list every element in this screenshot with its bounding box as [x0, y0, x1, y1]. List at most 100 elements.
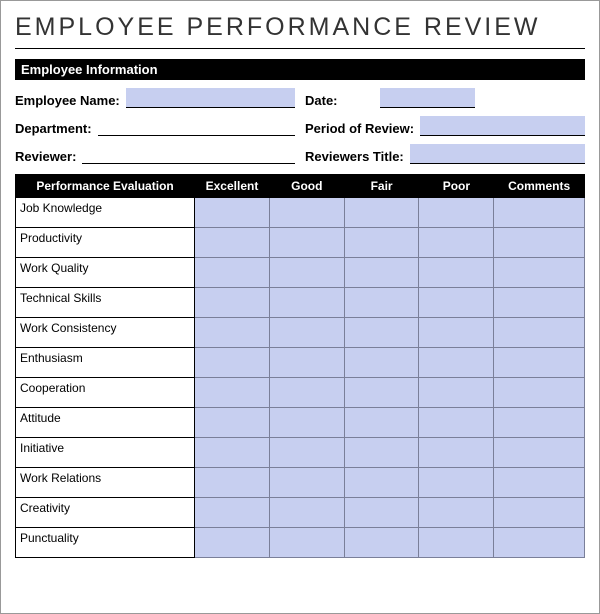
- rating-cell[interactable]: [344, 378, 419, 408]
- page-title: EMPLOYEE PERFORMANCE REVIEW: [15, 13, 585, 49]
- department-label: Department:: [15, 121, 98, 136]
- criteria-label: Punctuality: [16, 528, 195, 558]
- rating-cell[interactable]: [195, 348, 270, 378]
- table-row: Enthusiasm: [16, 348, 585, 378]
- criteria-label: Cooperation: [16, 378, 195, 408]
- rating-cell[interactable]: [419, 438, 494, 468]
- comments-cell[interactable]: [494, 288, 585, 318]
- employee-info-grid: Employee Name: Date: Department: Period …: [15, 88, 585, 164]
- rating-cell[interactable]: [269, 408, 344, 438]
- rating-cell[interactable]: [419, 498, 494, 528]
- rating-cell[interactable]: [419, 288, 494, 318]
- criteria-label: Attitude: [16, 408, 195, 438]
- rating-cell[interactable]: [344, 318, 419, 348]
- rating-cell[interactable]: [419, 318, 494, 348]
- period-label: Period of Review:: [305, 121, 420, 136]
- reviewers-title-field[interactable]: [410, 144, 585, 164]
- table-row: Productivity: [16, 228, 585, 258]
- table-row: Job Knowledge: [16, 198, 585, 228]
- comments-cell[interactable]: [494, 258, 585, 288]
- rating-cell[interactable]: [195, 378, 270, 408]
- table-row: Creativity: [16, 498, 585, 528]
- rating-cell[interactable]: [419, 348, 494, 378]
- comments-cell[interactable]: [494, 198, 585, 228]
- criteria-label: Work Consistency: [16, 318, 195, 348]
- employee-info-header: Employee Information: [15, 59, 585, 80]
- comments-cell[interactable]: [494, 228, 585, 258]
- employee-name-label: Employee Name:: [15, 93, 126, 108]
- rating-cell[interactable]: [344, 498, 419, 528]
- rating-cell[interactable]: [344, 228, 419, 258]
- rating-cell[interactable]: [195, 438, 270, 468]
- rating-cell[interactable]: [419, 378, 494, 408]
- rating-cell[interactable]: [344, 258, 419, 288]
- col-header-poor: Poor: [419, 175, 494, 198]
- rating-cell[interactable]: [419, 258, 494, 288]
- criteria-label: Enthusiasm: [16, 348, 195, 378]
- reviewer-label: Reviewer:: [15, 149, 82, 164]
- rating-cell[interactable]: [419, 408, 494, 438]
- table-row: Work Consistency: [16, 318, 585, 348]
- rating-cell[interactable]: [195, 408, 270, 438]
- criteria-label: Creativity: [16, 498, 195, 528]
- employee-name-field[interactable]: [126, 88, 295, 108]
- rating-cell[interactable]: [419, 198, 494, 228]
- rating-cell[interactable]: [269, 378, 344, 408]
- rating-cell[interactable]: [419, 468, 494, 498]
- reviewer-field[interactable]: [82, 144, 295, 164]
- rating-cell[interactable]: [269, 228, 344, 258]
- performance-table: Performance Evaluation Excellent Good Fa…: [15, 174, 585, 558]
- criteria-label: Technical Skills: [16, 288, 195, 318]
- rating-cell[interactable]: [269, 348, 344, 378]
- rating-cell[interactable]: [269, 288, 344, 318]
- rating-cell[interactable]: [344, 468, 419, 498]
- rating-cell[interactable]: [344, 408, 419, 438]
- rating-cell[interactable]: [344, 198, 419, 228]
- rating-cell[interactable]: [269, 198, 344, 228]
- comments-cell[interactable]: [494, 498, 585, 528]
- criteria-label: Productivity: [16, 228, 195, 258]
- rating-cell[interactable]: [269, 318, 344, 348]
- reviewers-title-label: Reviewers Title:: [305, 149, 410, 164]
- rating-cell[interactable]: [269, 438, 344, 468]
- rating-cell[interactable]: [344, 348, 419, 378]
- rating-cell[interactable]: [419, 528, 494, 558]
- rating-cell[interactable]: [344, 438, 419, 468]
- department-field[interactable]: [98, 116, 295, 136]
- criteria-label: Work Relations: [16, 468, 195, 498]
- rating-cell[interactable]: [195, 318, 270, 348]
- rating-cell[interactable]: [344, 288, 419, 318]
- comments-cell[interactable]: [494, 378, 585, 408]
- col-header-fair: Fair: [344, 175, 419, 198]
- criteria-label: Job Knowledge: [16, 198, 195, 228]
- comments-cell[interactable]: [494, 528, 585, 558]
- table-row: Work Relations: [16, 468, 585, 498]
- criteria-label: Initiative: [16, 438, 195, 468]
- table-row: Attitude: [16, 408, 585, 438]
- rating-cell[interactable]: [195, 228, 270, 258]
- rating-cell[interactable]: [269, 498, 344, 528]
- rating-cell[interactable]: [195, 528, 270, 558]
- rating-cell[interactable]: [195, 288, 270, 318]
- col-header-good: Good: [269, 175, 344, 198]
- rating-cell[interactable]: [195, 498, 270, 528]
- rating-cell[interactable]: [195, 258, 270, 288]
- rating-cell[interactable]: [195, 198, 270, 228]
- table-row: Initiative: [16, 438, 585, 468]
- rating-cell[interactable]: [269, 528, 344, 558]
- date-field[interactable]: [380, 88, 475, 108]
- comments-cell[interactable]: [494, 348, 585, 378]
- rating-cell[interactable]: [269, 468, 344, 498]
- comments-cell[interactable]: [494, 468, 585, 498]
- rating-cell[interactable]: [269, 258, 344, 288]
- col-header-comments: Comments: [494, 175, 585, 198]
- comments-cell[interactable]: [494, 408, 585, 438]
- rating-cell[interactable]: [344, 528, 419, 558]
- col-header-criteria: Performance Evaluation: [16, 175, 195, 198]
- comments-cell[interactable]: [494, 438, 585, 468]
- period-field[interactable]: [420, 116, 585, 136]
- rating-cell[interactable]: [419, 228, 494, 258]
- rating-cell[interactable]: [195, 468, 270, 498]
- comments-cell[interactable]: [494, 318, 585, 348]
- criteria-label: Work Quality: [16, 258, 195, 288]
